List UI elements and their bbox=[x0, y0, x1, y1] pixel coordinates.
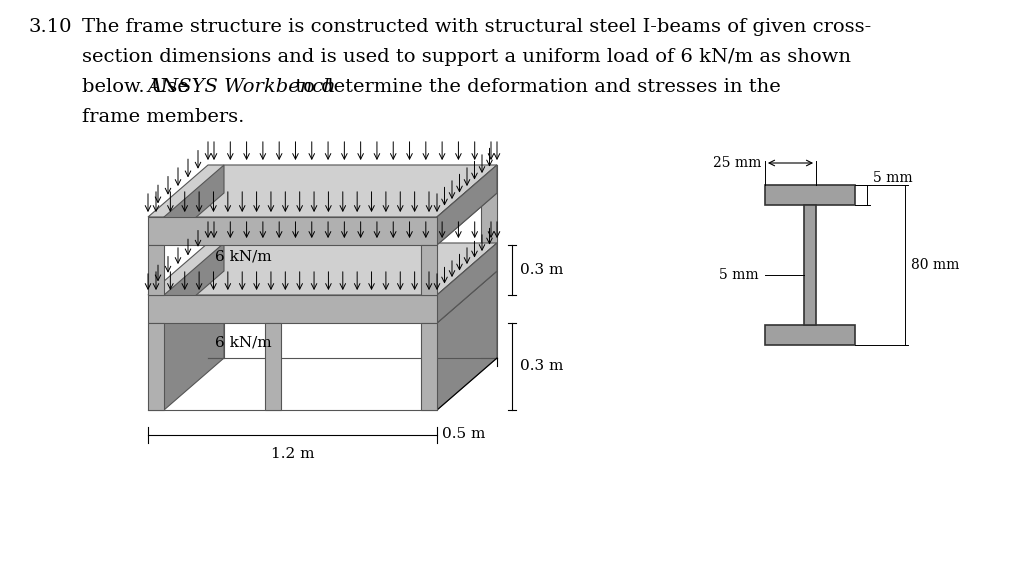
Text: 5 mm: 5 mm bbox=[873, 171, 912, 185]
Bar bbox=[208, 243, 497, 271]
Text: 25 mm: 25 mm bbox=[713, 156, 761, 170]
Bar bbox=[804, 205, 816, 325]
Polygon shape bbox=[437, 165, 497, 245]
Text: 3.10: 3.10 bbox=[28, 18, 72, 36]
Text: 5 mm: 5 mm bbox=[720, 268, 759, 282]
Text: 0.3 m: 0.3 m bbox=[520, 263, 563, 277]
Bar bbox=[765, 325, 855, 345]
Bar bbox=[481, 193, 497, 243]
Bar bbox=[421, 323, 437, 410]
Bar bbox=[265, 323, 281, 410]
Bar bbox=[208, 165, 497, 193]
Text: to determine the deformation and stresses in the: to determine the deformation and stresse… bbox=[289, 78, 780, 96]
Polygon shape bbox=[437, 165, 497, 245]
Bar bbox=[148, 245, 164, 295]
Text: 1.2 m: 1.2 m bbox=[270, 447, 314, 461]
Bar bbox=[208, 193, 224, 243]
Polygon shape bbox=[148, 165, 497, 217]
Text: section dimensions and is used to support a uniform load of 6 kN/m as shown: section dimensions and is used to suppor… bbox=[82, 48, 851, 66]
Text: frame members.: frame members. bbox=[82, 108, 245, 126]
Text: 0.5 m: 0.5 m bbox=[442, 427, 485, 441]
Bar bbox=[765, 185, 855, 205]
Polygon shape bbox=[437, 243, 497, 323]
Text: 0.3 m: 0.3 m bbox=[520, 359, 563, 373]
Polygon shape bbox=[164, 243, 224, 323]
Bar bbox=[208, 271, 224, 358]
Bar bbox=[481, 271, 497, 358]
Text: 6 kN/m: 6 kN/m bbox=[215, 336, 271, 350]
Polygon shape bbox=[164, 271, 224, 410]
Bar bbox=[421, 245, 437, 295]
Polygon shape bbox=[437, 271, 497, 410]
Text: The frame structure is constructed with structural steel I-beams of given cross-: The frame structure is constructed with … bbox=[82, 18, 871, 36]
Text: below. Use: below. Use bbox=[82, 78, 195, 96]
Text: 80 mm: 80 mm bbox=[911, 258, 959, 272]
Polygon shape bbox=[164, 165, 224, 245]
Text: 6 kN/m: 6 kN/m bbox=[215, 250, 271, 264]
Polygon shape bbox=[437, 243, 497, 323]
Text: ANSYS Workbench: ANSYS Workbench bbox=[147, 78, 336, 96]
Bar bbox=[148, 217, 437, 245]
Bar bbox=[148, 323, 164, 410]
Bar bbox=[148, 295, 437, 323]
Polygon shape bbox=[148, 243, 497, 295]
